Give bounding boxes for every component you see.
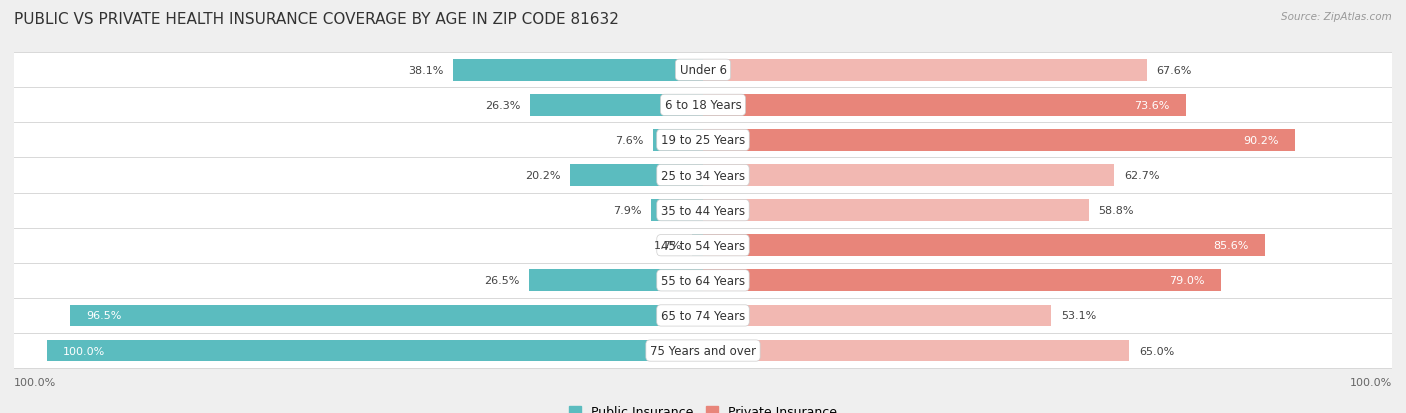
Text: 20.2%: 20.2% (524, 171, 561, 180)
Text: 90.2%: 90.2% (1243, 135, 1278, 146)
Bar (14, 298, 1392, 333)
Text: 65 to 74 Years: 65 to 74 Years (661, 309, 745, 322)
Bar (703, 270, 1222, 292)
Legend: Public Insurance, Private Insurance: Public Insurance, Private Insurance (564, 401, 842, 413)
Bar (651, 200, 703, 221)
Text: 45 to 54 Years: 45 to 54 Years (661, 239, 745, 252)
Text: 26.3%: 26.3% (485, 101, 520, 111)
Text: 65.0%: 65.0% (1139, 346, 1174, 356)
Text: Source: ZipAtlas.com: Source: ZipAtlas.com (1281, 12, 1392, 22)
Bar (571, 165, 703, 187)
Bar (14, 228, 1392, 263)
Text: 7.9%: 7.9% (613, 206, 641, 216)
Bar (703, 200, 1088, 221)
Bar (14, 193, 1392, 228)
Text: PUBLIC VS PRIVATE HEALTH INSURANCE COVERAGE BY AGE IN ZIP CODE 81632: PUBLIC VS PRIVATE HEALTH INSURANCE COVER… (14, 12, 619, 27)
Text: 1.7%: 1.7% (654, 241, 682, 251)
Bar (703, 235, 1264, 256)
Bar (703, 305, 1052, 327)
Text: 85.6%: 85.6% (1213, 241, 1249, 251)
Bar (529, 270, 703, 292)
Bar (692, 235, 703, 256)
Bar (14, 53, 1392, 88)
Text: 55 to 64 Years: 55 to 64 Years (661, 274, 745, 287)
Text: 100.0%: 100.0% (63, 346, 105, 356)
Text: 53.1%: 53.1% (1062, 311, 1097, 320)
Bar (14, 263, 1392, 298)
Text: 26.5%: 26.5% (484, 275, 519, 286)
Text: 7.6%: 7.6% (614, 135, 644, 146)
Text: 35 to 44 Years: 35 to 44 Years (661, 204, 745, 217)
Bar (70, 305, 703, 327)
Text: 62.7%: 62.7% (1125, 171, 1160, 180)
Text: 6 to 18 Years: 6 to 18 Years (665, 99, 741, 112)
Bar (654, 130, 703, 152)
Text: 19 to 25 Years: 19 to 25 Years (661, 134, 745, 147)
Text: 100.0%: 100.0% (14, 377, 56, 387)
Text: Under 6: Under 6 (679, 64, 727, 77)
Text: 73.6%: 73.6% (1135, 101, 1170, 111)
Bar (530, 95, 703, 116)
Text: 58.8%: 58.8% (1098, 206, 1135, 216)
Bar (14, 333, 1392, 368)
Bar (14, 88, 1392, 123)
Bar (453, 60, 703, 81)
Bar (14, 123, 1392, 158)
Text: 79.0%: 79.0% (1170, 275, 1205, 286)
Text: 100.0%: 100.0% (1350, 377, 1392, 387)
Text: 25 to 34 Years: 25 to 34 Years (661, 169, 745, 182)
Bar (703, 95, 1185, 116)
Bar (703, 130, 1295, 152)
Bar (703, 60, 1146, 81)
Text: 67.6%: 67.6% (1156, 66, 1192, 76)
Text: 75 Years and over: 75 Years and over (650, 344, 756, 357)
Bar (703, 340, 1129, 361)
Text: 38.1%: 38.1% (408, 66, 443, 76)
Bar (46, 340, 703, 361)
Bar (14, 158, 1392, 193)
Text: 96.5%: 96.5% (86, 311, 121, 320)
Bar (703, 165, 1115, 187)
